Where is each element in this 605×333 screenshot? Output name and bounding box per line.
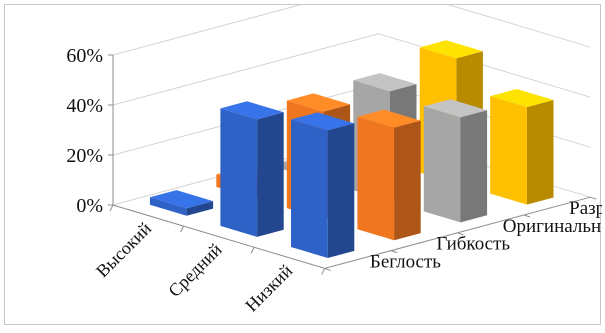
bar-top xyxy=(149,190,214,209)
bar-top xyxy=(423,99,488,118)
gridline-2 xyxy=(112,33,591,106)
bar-top xyxy=(291,112,355,131)
bar-front xyxy=(220,108,258,237)
x-tick-label-0: Высокий xyxy=(92,218,155,281)
bar-side xyxy=(526,100,554,205)
z-tick-mark-4 xyxy=(590,196,597,200)
z-tick-mark-2 xyxy=(457,232,464,236)
bar-0-0 xyxy=(149,190,214,216)
series-label-3: Разработанность xyxy=(569,198,602,219)
bar-side xyxy=(460,110,488,223)
bar-0-2 xyxy=(291,112,355,259)
bar-top xyxy=(419,40,483,59)
bar-3-2 xyxy=(490,89,554,205)
z-tick-mark-0 xyxy=(324,267,331,271)
z-tick-mark-3 xyxy=(523,214,531,218)
x-tick-label-2: Низкий xyxy=(241,260,296,315)
bar-1-2 xyxy=(357,109,421,241)
x-tick-mark-2 xyxy=(250,247,255,254)
bar-front xyxy=(149,197,187,216)
bar-top xyxy=(353,73,417,92)
z-tick-mark-1 xyxy=(390,250,398,254)
bar-front xyxy=(423,106,461,223)
bar-top xyxy=(220,101,284,120)
chart-bars xyxy=(149,40,554,259)
bar-front xyxy=(357,116,395,241)
bar-side xyxy=(257,112,284,237)
bar-front xyxy=(490,96,527,205)
bar-front xyxy=(291,119,328,258)
bar-top xyxy=(490,89,554,108)
series-label-2: Оригинальность xyxy=(503,216,602,237)
y-tick-label-3: 60% xyxy=(66,45,103,67)
x-tick-label-1: Средний xyxy=(164,239,226,301)
bar-side xyxy=(327,123,355,259)
bar-top xyxy=(286,93,351,112)
bar-side xyxy=(394,120,421,241)
bar-2-2 xyxy=(423,99,488,223)
floor-edge xyxy=(112,196,591,269)
x-tick-mark-1 xyxy=(180,225,185,233)
series-label-1: Гибкость xyxy=(436,234,510,255)
y-tick-label-1: 20% xyxy=(66,145,103,167)
y-tick-label-0: 0% xyxy=(76,195,103,217)
bar-chart-3d: 0% 20% 40% 60% Высокий Средний Низкий БеглостьГ… xyxy=(66,5,602,316)
x-tick-mark-3 xyxy=(321,268,326,275)
bar-0-1 xyxy=(220,101,284,237)
x-tick-mark-0 xyxy=(109,204,114,212)
bar-side xyxy=(186,201,214,216)
series-label-0: Беглость xyxy=(370,252,441,273)
chart-frame: 0% 20% 40% 60% Высокий Средний Низкий Беглость Г… xyxy=(4,4,602,325)
bar-top xyxy=(357,109,421,128)
y-tick-label-2: 40% xyxy=(66,95,103,117)
gridline-3 xyxy=(112,5,591,56)
